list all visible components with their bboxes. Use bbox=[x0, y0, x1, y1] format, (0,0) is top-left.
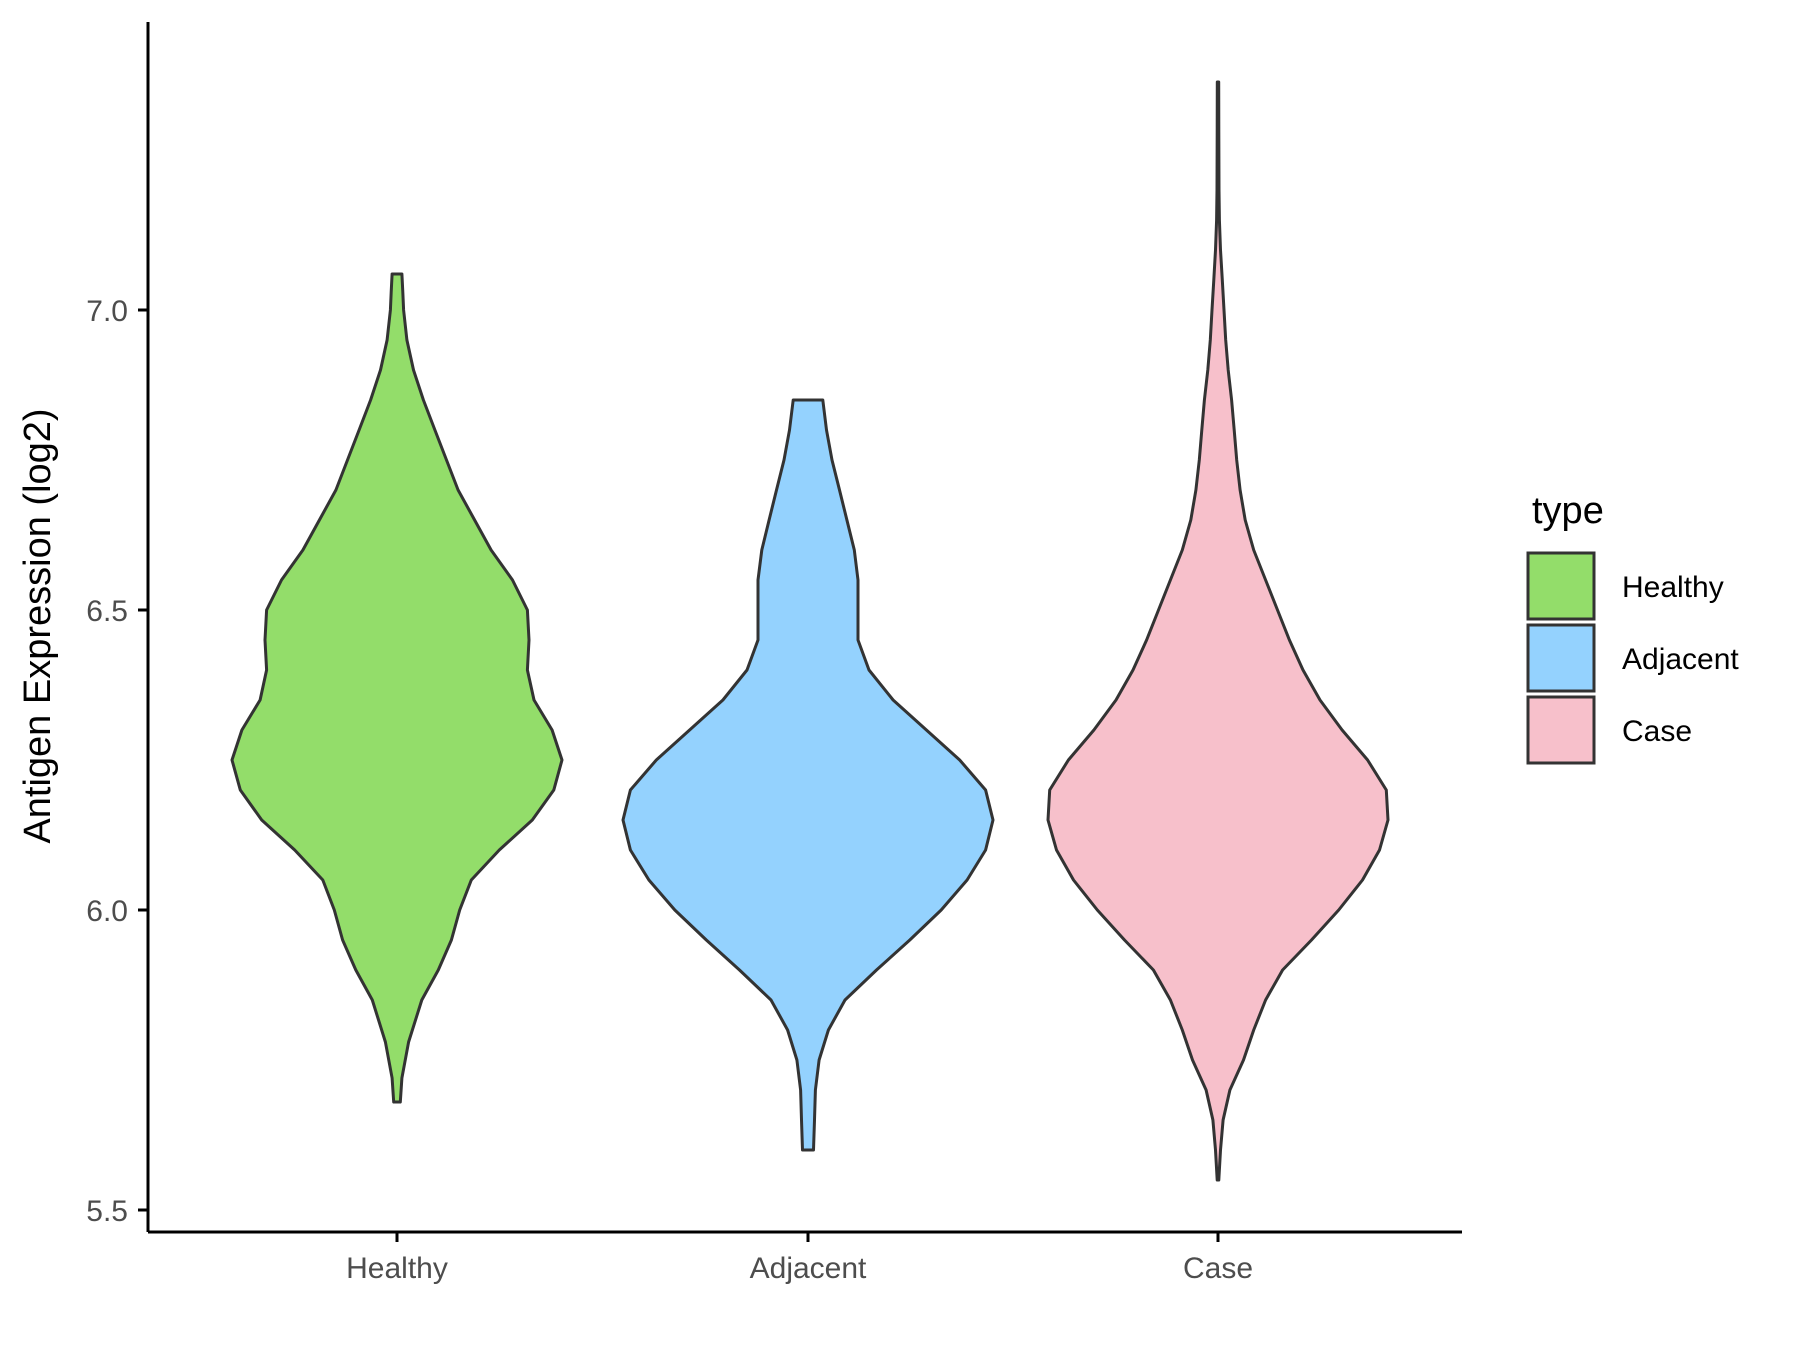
y-tick-label: 5.5 bbox=[86, 1195, 128, 1228]
legend-swatch-healthy bbox=[1526, 551, 1596, 621]
violin-case bbox=[1046, 80, 1390, 1182]
y-tick-label: 7.0 bbox=[86, 295, 128, 328]
violin-adjacent bbox=[621, 398, 995, 1152]
legend-swatch-case bbox=[1526, 695, 1596, 765]
legend-swatch-adjacent bbox=[1526, 623, 1596, 693]
x-tick-label: Case bbox=[1183, 1252, 1253, 1285]
x-tick-label: Healthy bbox=[346, 1252, 448, 1285]
violins-layer bbox=[230, 80, 1390, 1182]
legend-label: Case bbox=[1622, 715, 1692, 748]
y-tick-label: 6.0 bbox=[86, 895, 128, 928]
y-tick-label: 6.5 bbox=[86, 595, 128, 628]
legend-label: Adjacent bbox=[1622, 643, 1739, 676]
legend-label: Healthy bbox=[1622, 571, 1724, 604]
y-ticks: 5.5 6.0 6.5 7.0 bbox=[86, 295, 148, 1228]
x-tick-label: Adjacent bbox=[750, 1252, 867, 1285]
y-axis-title: Antigen Expression (log2) bbox=[17, 408, 59, 843]
legend-title: type bbox=[1532, 490, 1604, 532]
x-ticks: Healthy Adjacent Case bbox=[346, 1232, 1253, 1285]
legend: type Healthy Adjacent Case bbox=[1526, 490, 1739, 765]
violin-healthy bbox=[230, 272, 564, 1104]
